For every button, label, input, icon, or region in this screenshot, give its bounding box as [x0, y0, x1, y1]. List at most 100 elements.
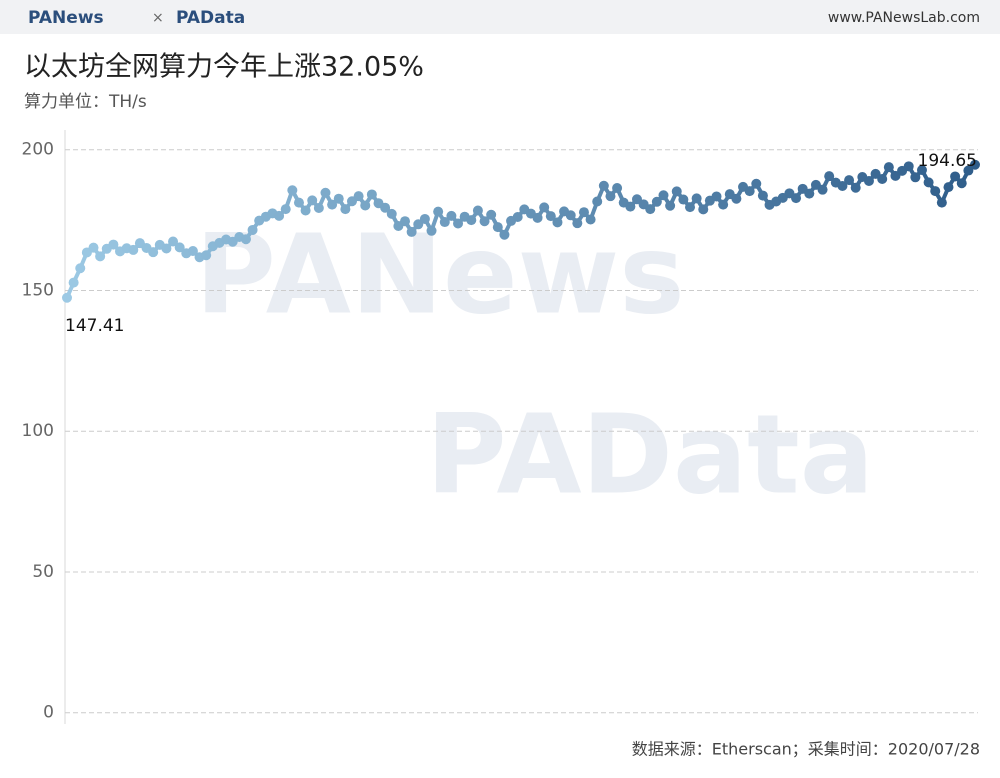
data-point [406, 226, 417, 237]
data-point [625, 201, 636, 212]
data-point [903, 161, 914, 172]
data-point [108, 239, 119, 250]
data-point [413, 219, 424, 230]
data-point [685, 202, 696, 213]
data-point [916, 164, 927, 175]
data-point [943, 182, 954, 193]
data-point [68, 277, 79, 288]
data-point [545, 211, 556, 222]
watermark: PANews [195, 210, 684, 338]
data-point [426, 225, 437, 236]
data-point [883, 162, 894, 173]
data-point [340, 204, 351, 215]
data-label: 194.65 [918, 151, 977, 171]
data-point [824, 171, 835, 182]
data-point [844, 175, 855, 186]
site-url[interactable]: www.PANewsLab.com [828, 10, 980, 26]
data-point [578, 207, 589, 218]
data-point [187, 246, 198, 257]
watermark: PAData [426, 390, 874, 518]
data-point [128, 244, 139, 255]
data-point [201, 250, 212, 261]
data-point [936, 197, 947, 208]
data-label: 147.41 [65, 316, 124, 336]
data-point [419, 213, 430, 224]
data-point [671, 186, 682, 197]
header-bar [0, 0, 1000, 34]
data-point [353, 191, 364, 202]
data-point [678, 194, 689, 205]
data-point [791, 193, 802, 204]
data-point [287, 185, 298, 196]
data-point [492, 222, 503, 233]
data-point [592, 196, 603, 207]
data-point [466, 215, 477, 226]
chart-subtitle: 算力单位：TH/s [24, 92, 147, 112]
data-point [585, 214, 596, 225]
data-point [333, 193, 344, 204]
data-point [62, 292, 72, 303]
data-point [499, 229, 510, 240]
data-point [645, 204, 656, 215]
data-point [148, 247, 159, 258]
data-point [247, 224, 258, 235]
data-point [453, 218, 464, 229]
data-point [366, 189, 377, 200]
data-point [380, 202, 391, 213]
data-point [486, 209, 497, 220]
data-point [718, 199, 729, 210]
data-point [88, 242, 99, 253]
data-point [923, 177, 934, 188]
data-point [910, 172, 921, 183]
data-point [313, 202, 324, 213]
footer-source: 数据来源：Etherscan；采集时间：2020/07/28 [632, 740, 980, 759]
data-point [863, 175, 874, 186]
data-point [757, 190, 768, 201]
data-point [850, 182, 861, 193]
data-point [817, 184, 828, 195]
data-point [307, 195, 318, 206]
data-point [711, 191, 722, 202]
y-tick-label: 100 [22, 421, 54, 441]
data-point [956, 178, 967, 189]
logo-padata: PAData [176, 8, 245, 28]
data-point [293, 197, 304, 208]
data-point [552, 217, 563, 228]
data-point [75, 263, 86, 274]
data-point [240, 234, 251, 245]
data-point [605, 191, 616, 202]
data-point [950, 171, 961, 182]
data-point [360, 200, 371, 211]
data-point [970, 159, 980, 170]
data-point [837, 181, 848, 192]
y-tick-label: 0 [43, 703, 54, 723]
data-point [400, 216, 411, 227]
data-point [598, 180, 609, 191]
data-point [433, 206, 444, 217]
logo-panews: PANews [28, 8, 104, 28]
data-point [161, 243, 172, 254]
logo-separator: × [152, 10, 164, 26]
data-point [665, 200, 676, 211]
data-point [274, 210, 285, 221]
data-point [572, 218, 583, 229]
data-point [930, 186, 941, 197]
data-point [95, 251, 106, 262]
data-point [532, 212, 543, 223]
data-point [651, 196, 662, 207]
y-tick-label: 50 [32, 562, 54, 582]
data-point [731, 193, 742, 204]
y-tick-label: 150 [22, 280, 54, 300]
data-point [539, 202, 550, 213]
data-point [877, 173, 888, 184]
data-point [168, 236, 179, 247]
chart-title: 以太坊全网算力今年上涨32.05% [24, 52, 424, 83]
data-point [472, 205, 483, 216]
data-point [386, 208, 397, 219]
data-point [565, 210, 576, 221]
data-point [698, 204, 709, 215]
data-point [612, 182, 623, 193]
y-tick-label: 200 [22, 140, 54, 160]
data-point [439, 217, 450, 228]
